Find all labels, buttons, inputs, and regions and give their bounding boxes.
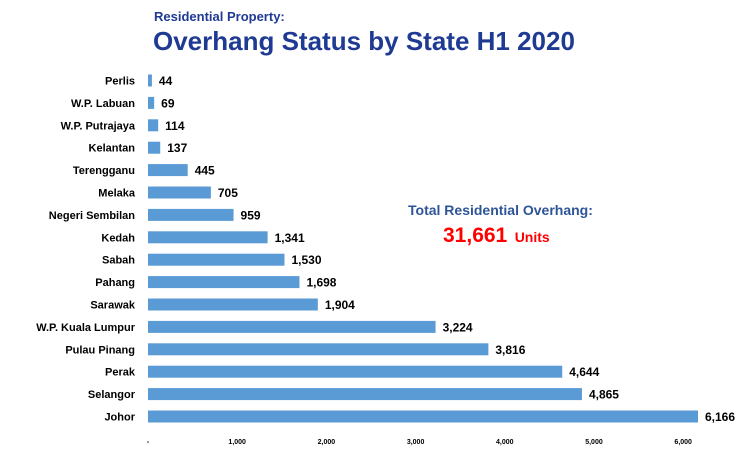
x-tick-label: 1,000 (228, 439, 246, 446)
bar (148, 276, 300, 289)
value-label: 445 (195, 164, 215, 178)
bar (148, 186, 211, 199)
x-tick-label: 6,000 (674, 439, 692, 446)
category-label: Perak (105, 367, 136, 379)
value-label: 6,166 (705, 410, 735, 424)
bar (148, 365, 563, 378)
value-label: 3,224 (443, 320, 473, 334)
category-label: Kelantan (89, 143, 136, 155)
chart-subtitle: Residential Property: (154, 9, 285, 24)
value-label: 1,698 (306, 276, 336, 290)
value-label: 69 (161, 96, 175, 110)
total-overhang: 31,661 Units (443, 224, 550, 248)
chart-title: Overhang Status by State H1 2020 (153, 26, 575, 56)
value-label: 114 (165, 119, 185, 133)
bar (148, 141, 161, 154)
bar (148, 410, 698, 423)
bar (148, 208, 234, 221)
value-label: 137 (167, 141, 187, 155)
bar (148, 231, 268, 244)
bar (148, 119, 159, 132)
bar (148, 320, 436, 333)
category-label: Melaka (98, 188, 136, 200)
value-label: 1,530 (291, 253, 321, 267)
bar (148, 388, 582, 401)
value-label: 3,816 (495, 343, 525, 357)
value-label: 1,341 (275, 231, 305, 245)
value-label: 4,644 (569, 365, 599, 379)
category-label: Kedah (101, 232, 135, 244)
x-tick-label: 2,000 (318, 439, 336, 446)
total-overhang-value: 31,661 (443, 224, 508, 247)
value-label: 1,904 (325, 298, 355, 312)
category-label: Terengganu (73, 165, 135, 177)
bar (148, 343, 489, 356)
x-tick-label: 3,000 (407, 439, 425, 446)
category-label: Sabah (102, 255, 135, 267)
category-label: Pulau Pinang (65, 344, 135, 356)
category-label: Perlis (105, 76, 135, 88)
category-label: Selangor (88, 389, 136, 401)
bar (148, 253, 285, 266)
value-label: 705 (218, 186, 238, 200)
value-label: 959 (241, 208, 261, 222)
bar (148, 164, 188, 177)
total-overhang-label: Total Residential Overhang: (408, 202, 593, 218)
bar (148, 96, 155, 109)
x-tick-label: 5,000 (585, 439, 603, 446)
bar (148, 298, 318, 311)
category-label: Negeri Sembilan (49, 210, 135, 222)
total-overhang-unit: Units (514, 229, 550, 245)
category-label: W.P. Kuala Lumpur (36, 322, 136, 334)
bar (148, 74, 152, 87)
value-label: 44 (159, 74, 173, 88)
category-label: W.P. Labuan (71, 98, 135, 110)
category-label: Johor (104, 412, 135, 424)
category-label: W.P. Putrajaya (61, 120, 136, 132)
x-tick-label: - (147, 439, 150, 446)
category-label: Pahang (95, 277, 135, 289)
category-label: Sarawak (90, 300, 136, 312)
x-tick-label: 4,000 (496, 439, 514, 446)
value-label: 4,865 (589, 388, 619, 402)
